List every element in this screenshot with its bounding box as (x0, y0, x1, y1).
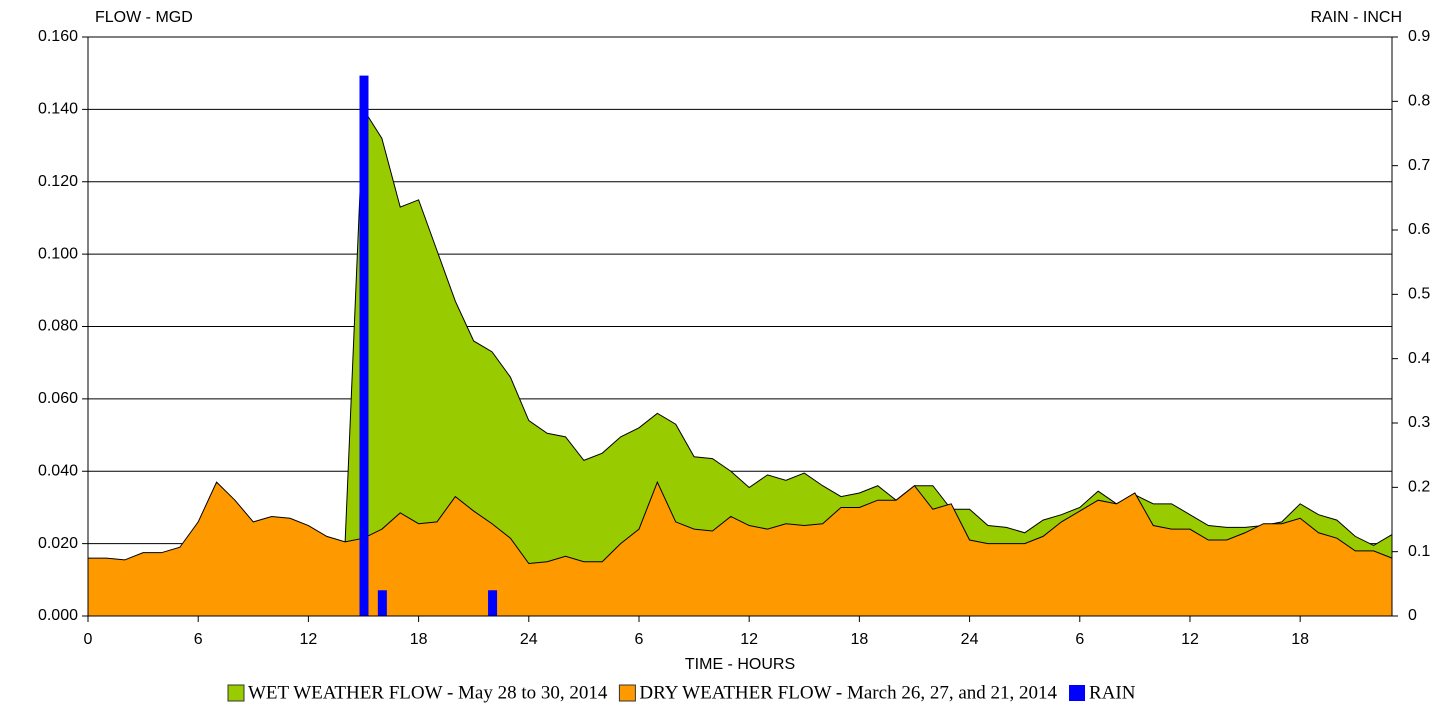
y2-tick-label: 0.4 (1408, 350, 1430, 367)
y-tick-label: 0.040 (38, 462, 78, 479)
y-axis-label: FLOW - MGD (95, 9, 193, 26)
legend-label: DRY WEATHER FLOW - March 26, 27, and 21,… (639, 682, 1057, 703)
y-tick-label: 0.020 (38, 535, 78, 552)
y2-tick-label: 0.9 (1408, 28, 1430, 45)
y-tick-label: 0.120 (38, 173, 78, 190)
x-tick-label: 18 (850, 631, 868, 648)
y-tick-label: 0.060 (38, 390, 78, 407)
y2-tick-label: 0.5 (1408, 286, 1430, 303)
x-tick-label: 6 (1075, 631, 1084, 648)
x-tick-label: 6 (635, 631, 644, 648)
y-tick-label: 0.160 (38, 28, 78, 45)
x-tick-label: 24 (520, 631, 538, 648)
y2-tick-label: 0.8 (1408, 93, 1430, 110)
y2-tick-label: 0.2 (1408, 479, 1430, 496)
legend-swatch (618, 684, 636, 702)
x-tick-label: 18 (410, 631, 428, 648)
legend-swatch (1069, 685, 1086, 701)
rain-bar (488, 590, 498, 616)
y2-tick-label: 0.6 (1408, 221, 1430, 238)
y2-tick-label: 0 (1408, 607, 1417, 624)
area (345, 109, 1393, 616)
x-tick-label: 12 (1181, 631, 1199, 648)
x-axis-label: TIME - HOURS (685, 656, 795, 673)
y2-tick-label: 0.3 (1408, 414, 1430, 431)
area (88, 482, 1392, 616)
y2-axis-label: RAIN - INCH (1310, 9, 1402, 26)
y-tick-label: 0.000 (38, 607, 78, 624)
rain-bar (377, 590, 387, 616)
x-tick-label: 6 (194, 631, 203, 648)
y2-tick-label: 0.1 (1408, 543, 1430, 560)
y-tick-label: 0.080 (38, 318, 78, 335)
x-tick-label: 0 (84, 631, 93, 648)
legend-label: RAIN (1089, 682, 1136, 703)
x-tick-label: 12 (299, 631, 317, 648)
legend-label: WET WEATHER FLOW - May 28 to 30, 2014 (248, 682, 608, 703)
y2-tick-label: 0.7 (1408, 157, 1430, 174)
area-outline (88, 480, 1393, 565)
x-tick-label: 12 (740, 631, 758, 648)
y-tick-label: 0.100 (38, 245, 78, 262)
rain-bar (359, 75, 369, 617)
x-tick-label: 24 (961, 631, 979, 648)
y-tick-label: 0.140 (38, 101, 78, 118)
area-outline (344, 107, 1393, 547)
legend-swatch (227, 684, 245, 702)
x-tick-label: 18 (1291, 631, 1309, 648)
